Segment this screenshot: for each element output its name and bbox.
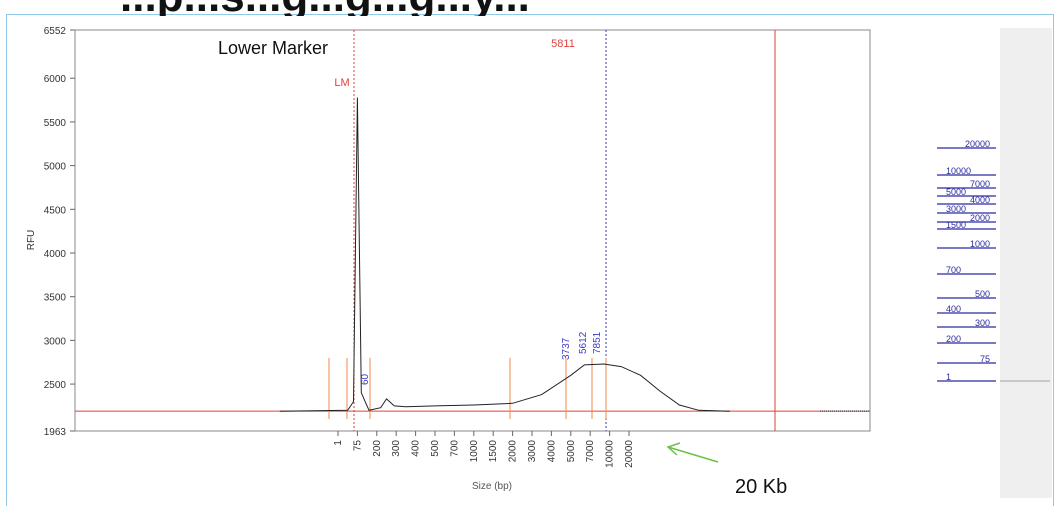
gel-band-label: 200 [946,334,961,344]
gel-band-label: 300 [975,318,990,328]
gel-band-label: 10000 [946,166,971,176]
x-tick-label: 75 [352,440,363,452]
x-tick-label: 4000 [546,440,557,463]
selected-size-label: 5811 [551,38,575,50]
small-peak-label: 60 [360,373,371,385]
gel-band-label: 4000 [970,195,990,205]
x-tick-label: 3000 [527,440,538,463]
x-tick-label: 10000 [605,440,616,468]
y-axis-label: RFU [26,230,37,251]
y-tick-label: 6000 [44,74,67,85]
lm-label: LM [334,77,349,89]
y-axis: 6552 6000 5500 5000 4500 4000 3500 3000 2500 1963 [44,26,75,438]
twenty-kb-annotation: 20 Kb [735,476,787,498]
gel-band-label: 75 [980,354,990,364]
x-tick-label: 5000 [566,440,577,463]
x-tick-label: 1500 [488,440,499,463]
x-tick-label: 400 [411,440,422,457]
x-tick-label: 1 [333,440,344,446]
lower-marker-annotation: Lower Marker [218,38,328,58]
trace-group [279,97,870,412]
gel-band-label: 400 [946,304,961,314]
y-tick-label: 3500 [44,293,67,304]
gel-band-label: 700 [946,265,961,275]
x-tick-label: 7000 [585,440,596,463]
x-axis-label: Size (bp) [472,481,512,492]
gel-ladder: 2000010000700050004000300020001500100070… [937,139,1050,382]
y-tick-label: 6552 [44,26,67,37]
gel-band-label: 2000 [970,213,990,223]
peak-label: 7851 [592,331,603,354]
slide-header-strip: ...p...s...g...g...g...y... [120,0,900,16]
gel-band-label: 1000 [970,239,990,249]
y-tick-label: 5000 [44,162,67,173]
y-tick-label: 5500 [44,118,67,129]
x-axis: 1 75 200 300 400 500 700 1000 1500 2000 3000 4000 50… [333,431,635,468]
x-tick-label: 2000 [508,440,519,463]
arrow-icon [666,442,719,463]
gel-band-label: 1500 [946,220,966,230]
x-tick-label: 1000 [469,440,480,463]
gel-band-label: 20000 [965,139,990,149]
y-tick-label: 3000 [44,336,67,347]
reference-lines [75,30,870,431]
x-tick-label: 500 [430,440,441,457]
gel-band-label: 7000 [970,179,990,189]
y-tick-label: 4500 [44,205,67,216]
gel-band-label: 500 [975,289,990,299]
gel-band-label: 3000 [946,204,966,214]
x-tick-label: 20000 [624,440,635,468]
y-tick-label: 4000 [44,249,67,260]
gel-band-label: 5000 [946,187,966,197]
slide-frame [6,14,1054,506]
peak-label: 5612 [578,331,589,354]
x-tick-label: 700 [449,440,460,457]
peak-label: 3737 [561,337,572,360]
slide-header-text: ...p...s...g...g...g...y... [120,0,530,16]
y-tick-label: 1963 [44,427,67,438]
y-tick-label: 2500 [44,380,67,391]
x-tick-label: 200 [372,440,383,457]
peak-labels: LM 5811 60 3737 5612 7851 [334,38,603,385]
electropherogram-trace [279,97,730,412]
gel-lane-background [1000,28,1052,498]
x-tick-label: 300 [391,440,402,457]
plot-area [74,29,871,432]
gel-band-label: 1 [946,372,951,382]
